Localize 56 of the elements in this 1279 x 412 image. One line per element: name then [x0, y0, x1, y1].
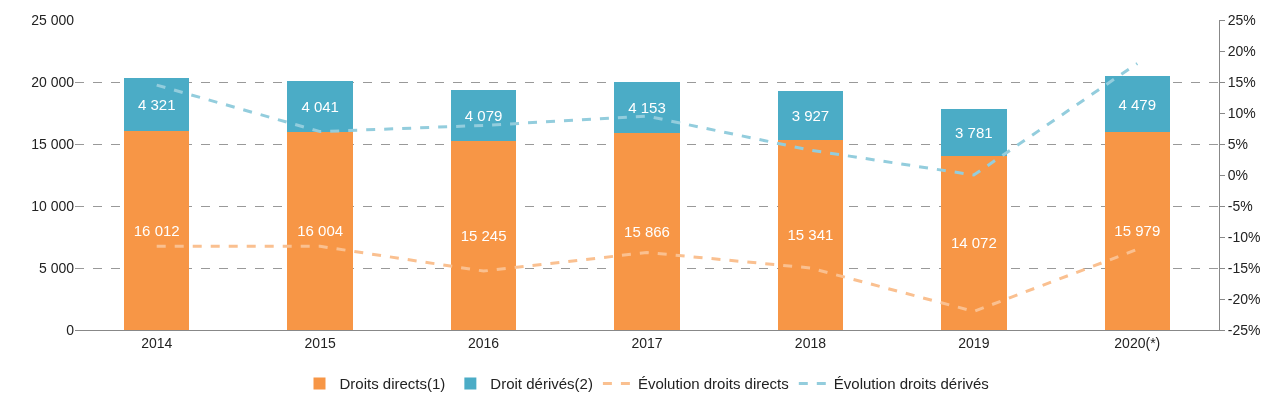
legend-label: Évolution droits dérivés — [833, 375, 989, 393]
data-label: 15 341 — [787, 226, 834, 244]
y2-tick-label: -5% — [1227, 197, 1253, 214]
x-tick-label: 2019 — [958, 334, 990, 351]
y2-tick-label: 0% — [1227, 166, 1249, 183]
bar — [287, 81, 353, 132]
bar — [124, 131, 190, 330]
data-label: 16 004 — [297, 222, 344, 240]
data-label: 4 321 — [137, 96, 176, 114]
y-tick-label: 20 000 — [31, 73, 75, 90]
y2-tick-label: -20% — [1227, 290, 1261, 307]
y2-tick-label: -15% — [1227, 259, 1261, 276]
data-label: 4 153 — [628, 99, 666, 117]
y-tick-label: 5 000 — [38, 259, 75, 276]
x-tick-label: 2018 — [794, 334, 827, 351]
y2-tick-label: 5% — [1227, 135, 1249, 152]
y2-tick-label: 25% — [1227, 11, 1256, 28]
bar — [941, 108, 1007, 156]
bar — [777, 139, 844, 330]
bar — [287, 131, 353, 330]
bar — [941, 155, 1007, 330]
data-label: 4 479 — [1118, 95, 1157, 113]
y-tick-label: 0 — [66, 321, 75, 338]
data-label: 16 012 — [133, 222, 180, 240]
bar — [450, 90, 517, 141]
data-label: 3 927 — [791, 106, 830, 124]
bar — [614, 81, 680, 134]
x-tick-label: 2015 — [304, 334, 336, 351]
bar — [777, 91, 844, 140]
legend-label: Droit dérivés(2) — [490, 375, 593, 393]
y-tick-label: 10 000 — [31, 197, 75, 214]
bar — [450, 140, 517, 330]
x-tick-label: 2020(*) — [1114, 334, 1161, 351]
y-tick-label: 15 000 — [31, 135, 75, 152]
data-label: 3 781 — [955, 123, 993, 141]
data-label: 15 866 — [624, 223, 670, 241]
legend-label: Droits directs(1) — [339, 375, 446, 393]
data-label: 4 041 — [301, 98, 339, 115]
data-label: 15 245 — [460, 226, 507, 244]
bar — [1104, 76, 1170, 132]
y-tick-label: 25 000 — [31, 11, 75, 28]
y2-tick-label: -10% — [1227, 228, 1261, 245]
y2-tick-label: 15% — [1227, 73, 1256, 90]
x-tick-label: 2016 — [467, 334, 500, 351]
data-label: 14 072 — [950, 234, 997, 252]
y2-tick-label: 10% — [1227, 104, 1256, 121]
x-tick-label: 2014 — [141, 334, 173, 351]
bar — [124, 77, 190, 132]
y2-tick-label: -25% — [1227, 321, 1261, 338]
data-label: 15 979 — [1114, 222, 1161, 240]
legend-label: Évolution droits directs — [637, 375, 789, 393]
y2-tick-label: 20% — [1227, 42, 1256, 59]
bar — [1104, 131, 1170, 330]
data-label: 4 079 — [464, 107, 503, 125]
bar — [614, 133, 680, 330]
x-tick-label: 2017 — [631, 334, 663, 351]
